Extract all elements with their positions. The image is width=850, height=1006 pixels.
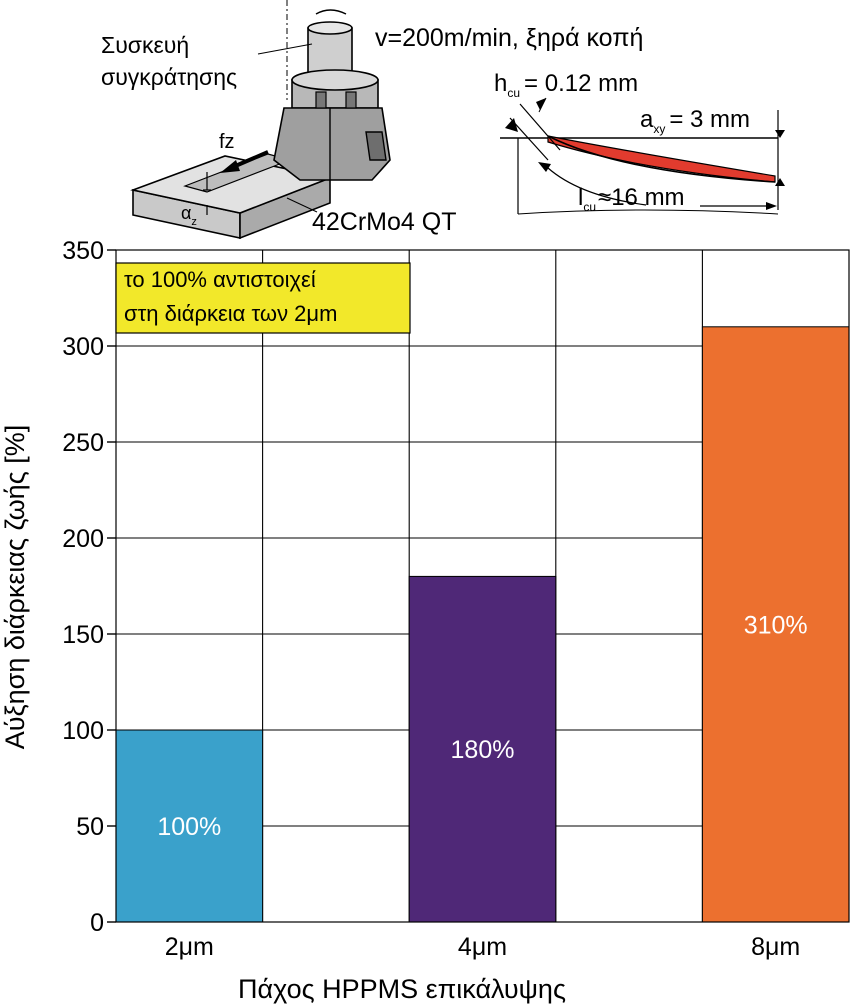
hcu-symbol: h: [494, 70, 507, 97]
note-box: το 100% αντιστοιχεί στη διάρκεια των 2μm: [115, 262, 411, 334]
lcu-symbol: l: [578, 184, 583, 211]
milling-setup-illustration: Συσκευή συγκράτησης v=200m/min, ξηρά κοπ…: [101, 0, 643, 240]
lcu-value: ≈16 mm: [598, 184, 685, 211]
y-tick-label: 200: [62, 525, 104, 553]
y-axis-title: Αύξηση διάρκειας ζωής [%]: [0, 425, 30, 749]
axy-symbol: a: [640, 106, 654, 133]
axy-label: axy = 3 mm: [640, 106, 750, 136]
note-background: [115, 262, 411, 334]
milling-tool: [273, 0, 391, 181]
depth-symbol: α: [181, 203, 191, 223]
bars: [115, 326, 850, 923]
axy-value: = 3 mm: [669, 106, 750, 133]
bar-value-label: 100%: [157, 813, 221, 841]
bar-chart: 0 50 100 150 200 250 300 350 2μm 4μm 8μm 100% 180%…: [62, 237, 850, 961]
hcu-sub: cu: [507, 86, 520, 100]
lcu-label: lcu≈16 mm: [578, 184, 685, 214]
depth-label: αz: [181, 203, 197, 228]
x-axis-ticks: 2μm 4μm 8μm: [165, 933, 801, 961]
y-axis-ticks: 0 50 100 150 200 250 300 350: [62, 237, 116, 937]
y-tick-label: 0: [90, 909, 104, 937]
x-axis-title: Πάχος HPPMS επικάλυψης: [238, 974, 566, 1004]
chip-shape: [547, 135, 776, 183]
feed-label: fz: [219, 131, 235, 153]
y-tick-label: 300: [62, 333, 104, 361]
hcu-value: = 0.12 mm: [524, 70, 638, 97]
axy-sub: xy: [653, 122, 665, 136]
holder-label-line2: συγκράτησης: [101, 64, 237, 90]
y-tick-label: 100: [62, 717, 104, 745]
feed-arrow: [220, 150, 269, 173]
holder-label-line1: Συσκευή: [101, 32, 189, 58]
note-line2: στη διάρκεια των 2μm: [124, 301, 337, 326]
bar-data-labels: 100% 180% 310%: [157, 611, 807, 841]
x-tick-label: 8μm: [751, 933, 800, 961]
axy-arrow-bottom: [775, 178, 785, 186]
hcu-label: hcu = 0.12 mm: [494, 70, 638, 100]
bar-value-label: 180%: [451, 736, 515, 764]
y-tick-label: 150: [62, 621, 104, 649]
holder-leader-line: [257, 43, 313, 55]
cutting-conditions: v=200m/min, ξηρά κοπή: [375, 24, 643, 52]
axy-arrow-top: [775, 130, 785, 138]
bar-value-label: 310%: [744, 611, 808, 639]
lcu-sub: cu: [583, 200, 596, 214]
plot-frame: [115, 249, 850, 923]
y-tick-label: 350: [62, 237, 104, 265]
note-line1: το 100% αντιστοιχεί: [124, 267, 316, 292]
workpiece-material: 42CrMo4 QT: [312, 208, 456, 236]
chip-geometry-diagram: hcu = 0.12 mm axy = 3 mm lcu≈16 mm: [494, 70, 785, 215]
y-tick-label: 50: [76, 813, 104, 841]
workpiece-block: [130, 153, 333, 240]
y-tick-label: 250: [62, 429, 104, 457]
bar-2μm: [115, 729, 264, 923]
x-tick-label: 2μm: [165, 933, 214, 961]
x-tick-label: 4μm: [458, 933, 507, 961]
material-leader-line: [286, 197, 318, 213]
depth-sub: z: [191, 216, 197, 228]
